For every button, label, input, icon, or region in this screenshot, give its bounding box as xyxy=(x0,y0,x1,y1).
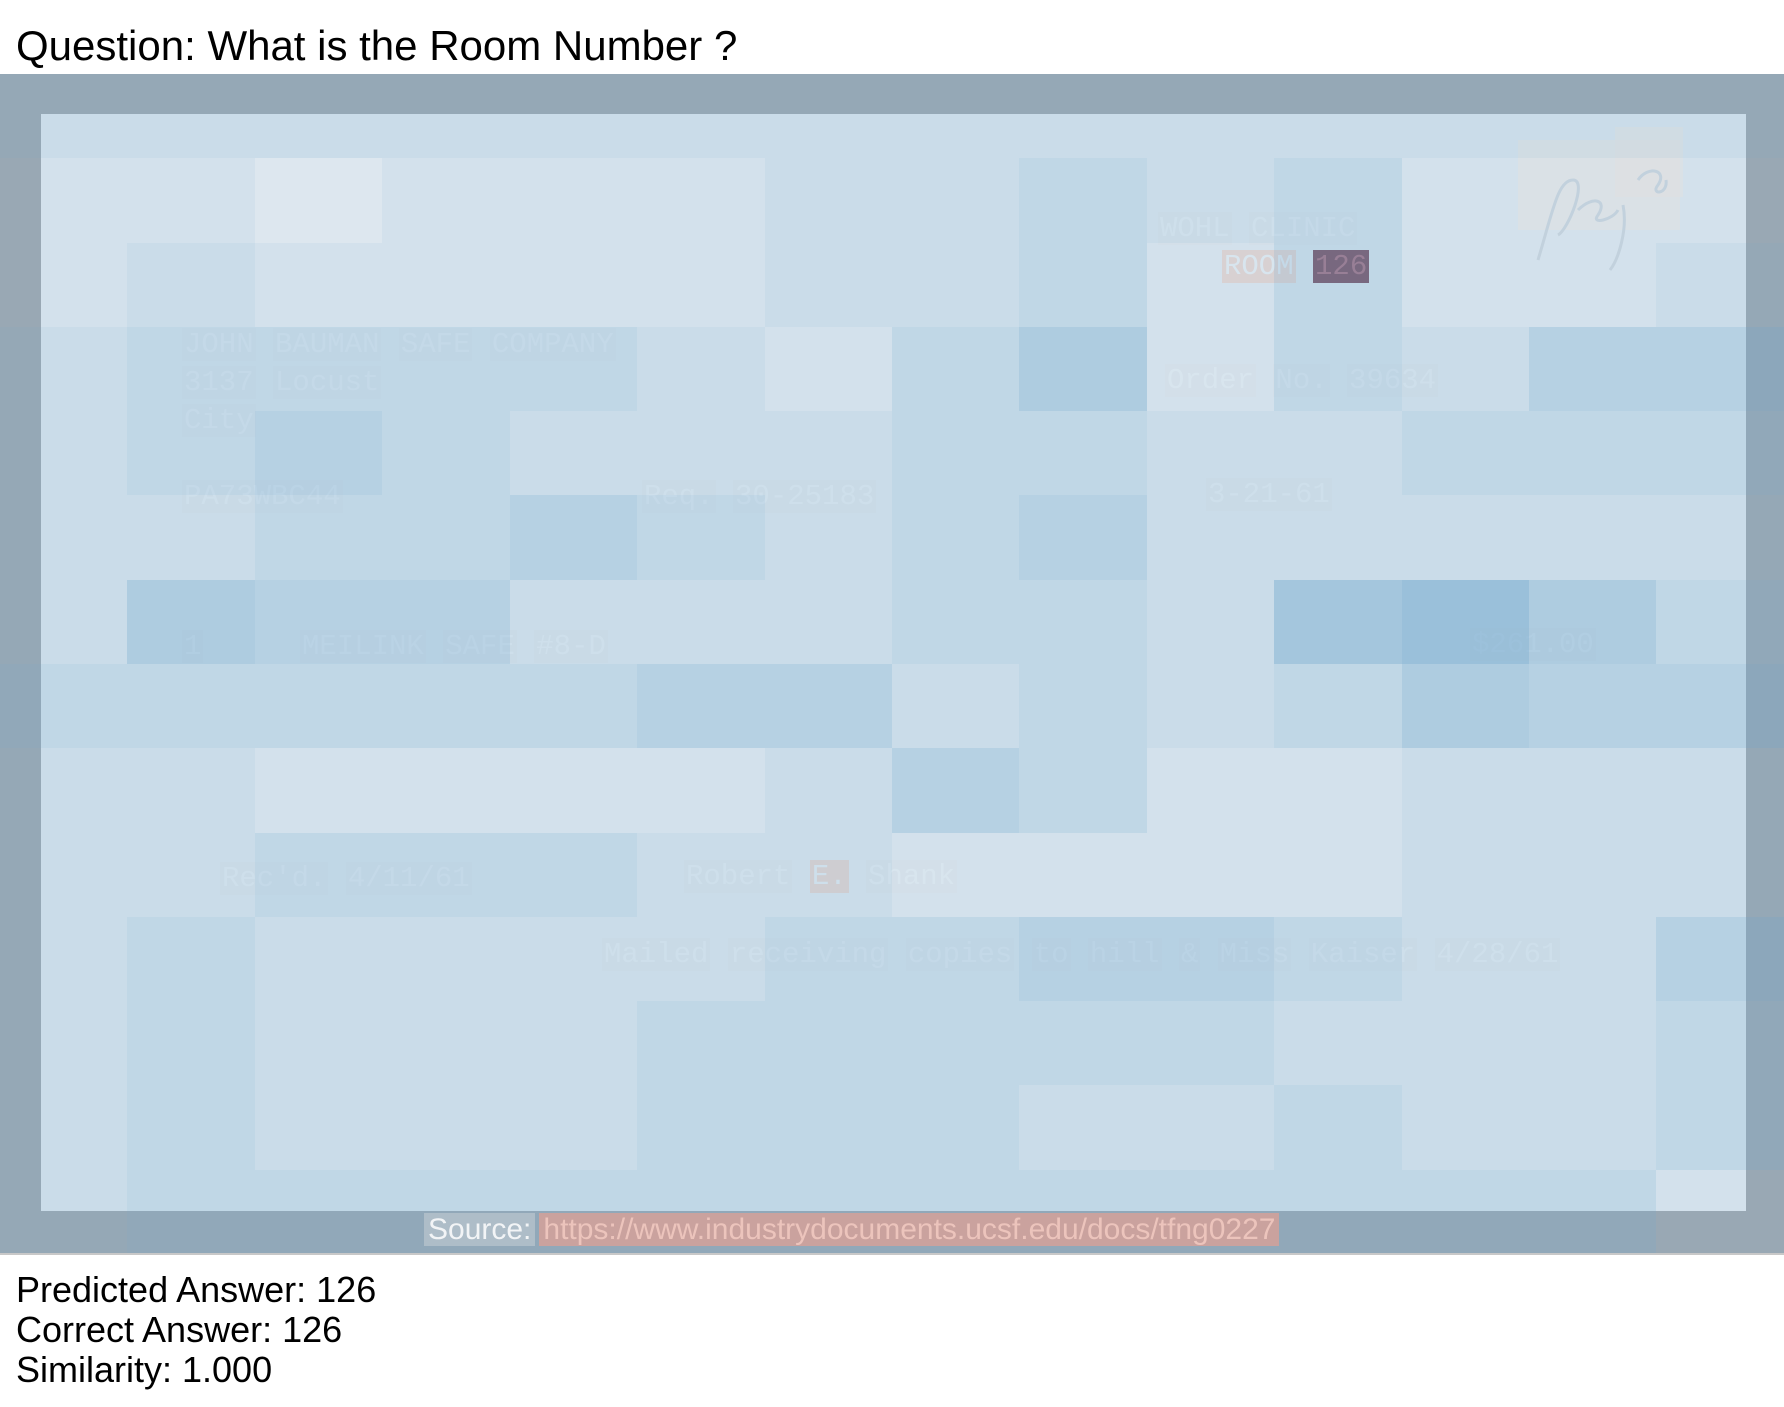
source-url[interactable]: https://www.industrydocuments.ucsf.edu/d… xyxy=(539,1213,1280,1246)
predicted-answer: Predicted Answer: 126 xyxy=(16,1269,377,1310)
vendor-street: 3137 Locust xyxy=(182,366,382,399)
order-date: 3-21-61 xyxy=(1206,478,1332,511)
document-scan: WOHL CLINIC ROOM 126 JOHN BAUMAN SAFE CO… xyxy=(0,74,1784,1254)
item-description: MEILINK SAFE #8-D xyxy=(300,630,608,663)
similarity-score: Similarity: 1.000 xyxy=(16,1349,273,1390)
room-label: ROOM xyxy=(1222,250,1296,283)
mailing-note: Mailed receiving copies to hill & Miss K… xyxy=(602,938,1561,971)
received-line: Rec'd. 4/11/61 xyxy=(220,862,472,895)
vendor-name: JOHN BAUMAN SAFE COMPANY xyxy=(182,328,616,361)
handwriting-patch-2 xyxy=(1615,127,1683,197)
question-text: Question: What is the Room Number ? xyxy=(16,22,738,69)
room-number: 126 xyxy=(1313,250,1370,283)
correct-answer: Correct Answer: 126 xyxy=(16,1309,343,1350)
clinic-name: WOHL CLINIC xyxy=(1158,212,1358,245)
results-panel: Predicted Answer: 126 Correct Answer: 12… xyxy=(16,1270,376,1390)
account-code: PA73WBC44 xyxy=(182,480,343,513)
divider xyxy=(0,1253,1784,1255)
room-line: ROOM 126 xyxy=(1222,250,1370,284)
quantity: 1 xyxy=(182,630,204,663)
item-amount: $261.00 xyxy=(1470,628,1596,661)
handwritten-annotation xyxy=(1536,169,1668,271)
vendor-city: City xyxy=(182,404,256,437)
order-number: Order No. 39634 xyxy=(1165,364,1439,397)
requisition: Req. 30-25183 xyxy=(642,480,877,513)
source-line: Source: https://www.industrydocuments.ucs… xyxy=(424,1212,1280,1248)
source-label: Source: xyxy=(424,1213,536,1246)
paper-sheet xyxy=(41,114,1746,1211)
signer-name: Robert E. Shank xyxy=(684,860,958,893)
